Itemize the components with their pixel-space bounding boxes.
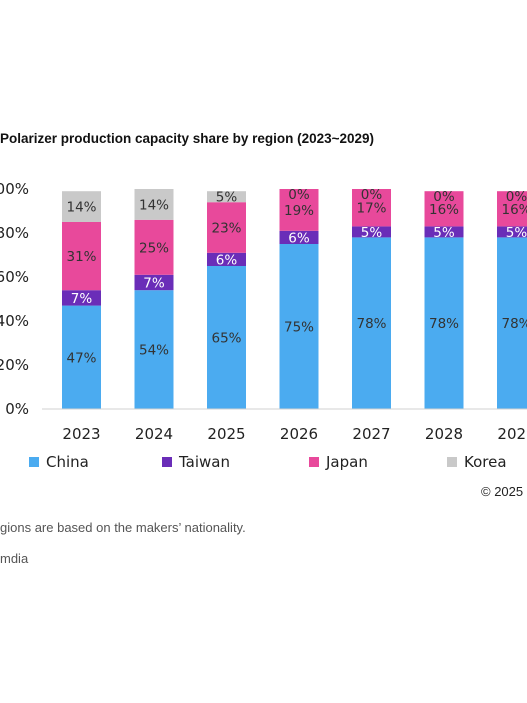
data-label-korea: 14% <box>139 197 169 213</box>
chart-title: Polarizer production capacity share by r… <box>0 131 375 146</box>
copyright-text: © 2025 <box>481 484 524 499</box>
y-tick-label: 40% <box>0 312 29 330</box>
bar-segment-china <box>62 305 101 409</box>
legend-swatch-china <box>29 457 39 467</box>
data-label-korea: 0% <box>361 187 383 203</box>
data-label-china: 47% <box>66 350 96 366</box>
data-label-china: 78% <box>501 316 527 332</box>
data-label-china: 65% <box>211 331 241 347</box>
y-tick-label: 20% <box>0 356 29 374</box>
bar-segment-taiwan <box>424 226 464 238</box>
x-tick-label: 2025 <box>207 425 245 443</box>
bar-segment-taiwan <box>497 226 527 238</box>
data-label-japan: 19% <box>284 203 314 219</box>
data-label-japan: 31% <box>66 249 96 265</box>
bar-segment-japan <box>134 219 174 275</box>
data-label-japan: 16% <box>429 202 459 218</box>
y-tick-label: 100% <box>0 180 29 198</box>
footnote-text: gions are based on the makers’ nationali… <box>0 520 246 535</box>
bar-segment-japan <box>279 189 319 231</box>
bar-segment-taiwan <box>352 226 391 238</box>
x-tick-label: 2029 <box>497 425 527 443</box>
bar-segment-taiwan <box>207 252 246 266</box>
bar-segment-china <box>352 237 391 409</box>
data-label-japan: 23% <box>211 221 241 237</box>
source-text: mdia <box>0 551 29 566</box>
legend-swatch-taiwan <box>162 457 172 467</box>
bar-segment-japan <box>207 202 246 253</box>
bar-segment-korea <box>62 191 101 222</box>
y-tick-label: 80% <box>0 224 29 242</box>
bar-segment-taiwan <box>62 290 101 306</box>
data-label-korea: 5% <box>216 190 238 206</box>
x-tick-label: 2027 <box>352 425 390 443</box>
legend-label-china: China <box>46 453 89 471</box>
bar-segment-japan <box>62 222 101 291</box>
data-label-china: 78% <box>429 316 459 332</box>
bar-segment-china <box>134 290 174 409</box>
y-axis: 0% 20% 40% 60% 80% 100% <box>0 180 29 418</box>
legend-swatch-japan <box>309 457 319 467</box>
data-label-korea: 0% <box>506 189 527 205</box>
data-label-taiwan: 6% <box>216 252 238 268</box>
data-label-korea: 0% <box>433 189 455 205</box>
data-label-taiwan: 5% <box>361 225 383 241</box>
data-label-china: 75% <box>284 320 314 336</box>
data-label-taiwan: 5% <box>433 225 455 241</box>
legend-label-taiwan: Taiwan <box>178 453 230 471</box>
legend-label-korea: Korea <box>464 453 507 471</box>
bar-segment-taiwan <box>279 230 319 244</box>
bar-segment-korea <box>207 191 246 203</box>
data-label-korea: 0% <box>288 187 310 203</box>
data-label-japan: 17% <box>356 201 386 217</box>
data-label-korea: 14% <box>66 200 96 216</box>
x-tick-label: 2028 <box>425 425 463 443</box>
bar-segment-china <box>497 237 527 409</box>
data-label-taiwan: 7% <box>71 291 93 307</box>
bar-segment-taiwan <box>134 274 174 291</box>
bar-segment-japan <box>497 191 527 227</box>
legend-label-japan: Japan <box>325 453 368 471</box>
y-tick-label: 0% <box>5 400 29 418</box>
y-tick-label: 60% <box>0 268 29 286</box>
bar-segment-japan <box>424 191 464 227</box>
bar-segment-korea <box>134 189 174 220</box>
bars: 47% 7% 31% 14% 54% 7% 25% 14% 65% 6% 23% 5% 75% 6% 19%… <box>62 187 527 409</box>
bar-segment-china <box>279 244 319 409</box>
data-label-china: 54% <box>139 343 169 359</box>
legend-swatch-korea <box>447 457 457 467</box>
bar-segment-china <box>424 237 464 409</box>
data-label-taiwan: 5% <box>506 225 527 241</box>
x-tick-label: 2026 <box>280 425 318 443</box>
bar-segment-japan <box>352 189 391 227</box>
data-label-taiwan: 6% <box>288 230 310 246</box>
bar-segment-china <box>207 266 246 409</box>
data-label-japan: 25% <box>139 240 169 256</box>
data-label-china: 78% <box>356 316 386 332</box>
data-label-taiwan: 7% <box>143 276 165 292</box>
x-axis: 2023 2024 2025 2026 2027 2028 2029 <box>42 408 527 443</box>
x-tick-label: 2024 <box>135 425 173 443</box>
legend: China Taiwan Japan Korea <box>29 453 507 471</box>
data-label-japan: 16% <box>501 202 527 218</box>
x-tick-label: 2023 <box>62 425 100 443</box>
